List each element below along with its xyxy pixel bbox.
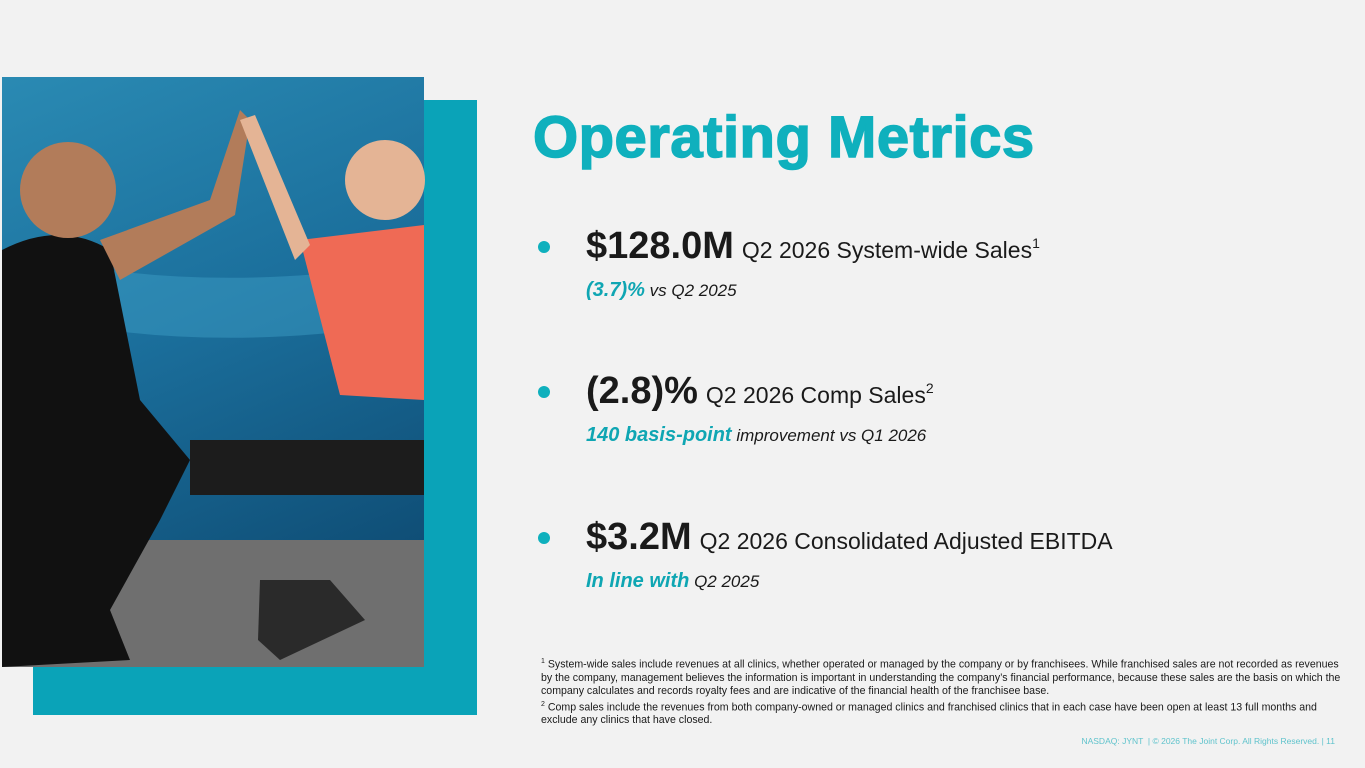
page-number: 11 [1326,736,1335,746]
title: Operating Metrics [532,104,1035,171]
bullet [538,386,550,398]
footnotes: 1 System-wide sales include revenues at … [541,655,1341,727]
footnote-number: 2 [541,700,545,708]
ticker: NASDAQ: JYNT [1081,736,1144,746]
metric-label: Q2 2026 Consolidated Adjusted EBITDA [699,528,1113,554]
note: improvement vs Q1 2026 [736,426,927,445]
metric-label: Q2 2026 Comp Sales2 [705,380,934,408]
bullet [538,241,550,253]
man-head [20,142,116,238]
bullet [538,532,550,544]
metric-label-text: Q2 2026 Comp Sales [705,382,926,408]
footnote-number: 1 [541,658,545,665]
footnote: 1 System-wide sales include revenues at … [541,655,1341,698]
metric-sub: (3.7)% vs Q2 2025 [586,279,737,302]
highlight: In line with [586,570,690,592]
note: vs Q2 2025 [649,281,737,300]
boy-arm [240,115,310,260]
note: Q2 2025 [694,572,760,591]
metric-label-text: Q2 2026 System-wide Sales [741,237,1033,263]
metric-value: $128.0M [586,225,734,267]
shoes [258,580,365,660]
metric-sub: 140 basis-point improvement vs Q1 2026 [586,424,926,447]
man-figure [2,235,190,667]
metric-line: $128.0M Q2 2026 System-wide Sales1 [586,225,1040,268]
footnote-text: Comp sales include the revenues from bot… [541,701,1317,727]
footnote-ref: 2 [925,380,934,396]
boy-shirt [300,225,424,400]
metric-sub: In line with Q2 2025 [586,570,759,593]
metric-value: $3.2M [586,516,692,558]
copyright: | © 2026 The Joint Corp. All Rights Rese… [1147,736,1324,746]
footnote-text: System-wide sales include revenues at al… [541,658,1341,697]
photo [2,77,477,715]
footnote-ref: 1 [1032,235,1040,251]
man-arm [100,110,250,280]
table [190,440,424,495]
metric-value: (2.8)% [586,370,698,412]
metric-label: Q2 2026 System-wide Sales1 [741,235,1040,263]
highlight: 140 basis-point [586,424,732,446]
boy-head [345,140,425,220]
metric-line: (2.8)% Q2 2026 Comp Sales2 [586,370,934,413]
highlight: (3.7)% [586,279,645,301]
footnote: 2 Comp sales include the revenues from b… [541,698,1341,728]
metric-line: $3.2M Q2 2026 Consolidated Adjusted EBITD… [586,516,1113,559]
footer: NASDAQ: JYNT | © 2026 The Joint Corp. Al… [1081,736,1335,746]
